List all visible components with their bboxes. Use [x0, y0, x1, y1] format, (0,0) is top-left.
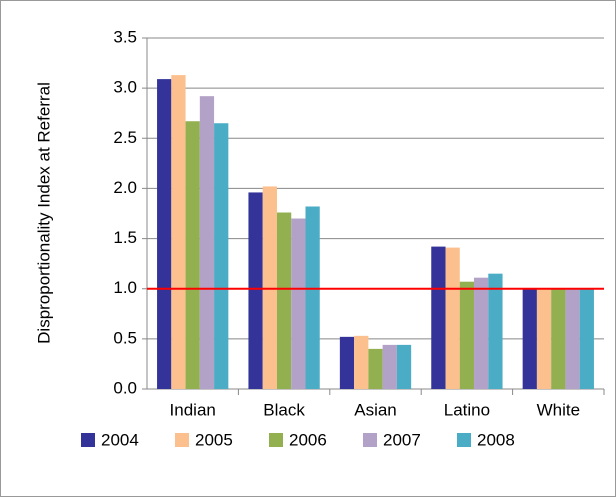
bar: [382, 344, 397, 389]
y-tick-label: 2.0: [113, 178, 137, 197]
bar: [445, 247, 460, 389]
bar: [368, 348, 383, 389]
bar: [171, 75, 186, 389]
bar: [262, 186, 277, 389]
legend-label: 2008: [477, 430, 515, 449]
bar: [248, 192, 263, 389]
bar: [276, 212, 292, 389]
legend-swatch: [363, 433, 377, 447]
bar: [459, 281, 475, 389]
legend-label: 2004: [101, 430, 139, 449]
x-tick-label: Black: [263, 400, 305, 419]
y-tick-label: 0.0: [113, 378, 137, 397]
bar: [431, 246, 446, 389]
bar: [354, 335, 369, 389]
x-tick-label: Latino: [444, 400, 490, 419]
bar: [157, 79, 172, 390]
bar: [291, 218, 306, 389]
legend-label: 2006: [289, 430, 327, 449]
legend-swatch: [81, 433, 95, 447]
y-tick-label: 2.5: [113, 128, 137, 147]
y-tick-label: 0.5: [113, 328, 137, 347]
legend-swatch: [175, 433, 189, 447]
bar: [474, 277, 489, 389]
y-tick-label: 3.5: [113, 27, 137, 46]
legend-swatch: [457, 433, 471, 447]
legend-label: 2007: [383, 430, 421, 449]
bar: [199, 96, 215, 389]
y-tick-label: 1.5: [113, 228, 137, 247]
bar: [185, 121, 200, 389]
y-axis-title: Disproportionality Index at Referral: [34, 82, 53, 344]
x-tick-label: White: [537, 400, 580, 419]
bar: [565, 288, 580, 389]
y-tick-label: 3.0: [113, 78, 137, 97]
bar: [522, 288, 537, 389]
y-tick-label: 1.0: [113, 278, 137, 297]
bar: [305, 206, 320, 389]
bar: [551, 288, 566, 389]
x-tick-label: Indian: [170, 400, 216, 419]
bar: [488, 273, 503, 389]
bar: [214, 123, 229, 389]
bar: [339, 336, 355, 389]
bar: [579, 288, 594, 389]
bar: [396, 344, 412, 389]
x-tick-label: Asian: [354, 400, 397, 419]
bar: [536, 288, 552, 389]
legend-label: 2005: [195, 430, 233, 449]
legend-swatch: [269, 433, 283, 447]
